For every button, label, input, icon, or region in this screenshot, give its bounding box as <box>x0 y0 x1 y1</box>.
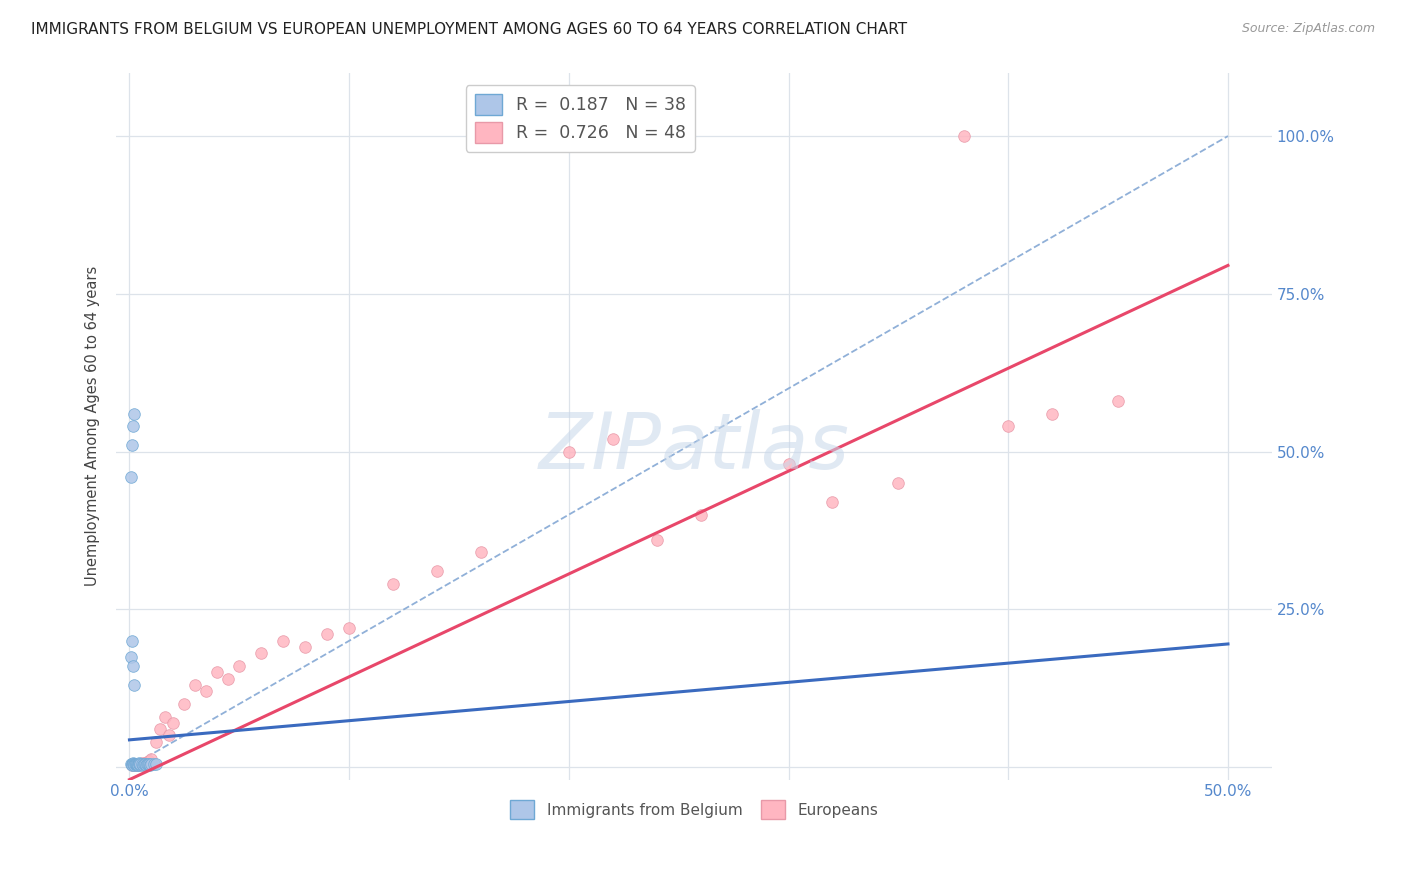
Point <box>128 756 150 771</box>
Point <box>121 419 143 434</box>
Point <box>124 756 146 771</box>
Point <box>207 665 229 680</box>
Point <box>1107 394 1129 409</box>
Point <box>145 757 167 772</box>
Point <box>129 756 152 771</box>
Point <box>136 757 159 772</box>
Point <box>127 757 149 772</box>
Point <box>470 545 492 559</box>
Point <box>821 495 844 509</box>
Point <box>134 756 156 771</box>
Point <box>778 457 800 471</box>
Point <box>121 633 143 648</box>
Point <box>157 728 180 742</box>
Point <box>142 756 165 771</box>
Point <box>134 756 156 771</box>
Point <box>120 649 142 664</box>
Point <box>689 508 711 522</box>
Point <box>125 758 148 772</box>
Point <box>887 476 910 491</box>
Point <box>138 754 160 768</box>
Point <box>129 758 152 772</box>
Point <box>149 722 172 736</box>
Point <box>294 640 316 654</box>
Point <box>162 715 184 730</box>
Point <box>127 758 149 772</box>
Point <box>138 757 160 772</box>
Point <box>1040 407 1063 421</box>
Point <box>195 684 218 698</box>
Point <box>131 758 153 772</box>
Point <box>122 757 145 772</box>
Point <box>127 756 149 771</box>
Text: IMMIGRANTS FROM BELGIUM VS EUROPEAN UNEMPLOYMENT AMONG AGES 60 TO 64 YEARS CORRE: IMMIGRANTS FROM BELGIUM VS EUROPEAN UNEM… <box>31 22 907 37</box>
Legend: Immigrants from Belgium, Europeans: Immigrants from Belgium, Europeans <box>503 794 884 825</box>
Point <box>121 758 143 772</box>
Point <box>953 129 976 144</box>
Point <box>121 438 143 452</box>
Point <box>136 755 159 769</box>
Point <box>184 678 207 692</box>
Point <box>121 758 143 772</box>
Point <box>124 758 146 772</box>
Point <box>558 444 581 458</box>
Point <box>135 758 157 772</box>
Point <box>125 757 148 772</box>
Point <box>337 621 360 635</box>
Point <box>120 469 142 483</box>
Point <box>121 757 143 772</box>
Point <box>121 659 143 673</box>
Point <box>122 758 145 772</box>
Point <box>127 758 149 772</box>
Point <box>217 672 239 686</box>
Point <box>645 533 668 547</box>
Point <box>136 756 159 771</box>
Point <box>131 756 153 771</box>
Point <box>173 697 195 711</box>
Point <box>132 757 155 772</box>
Point <box>128 757 150 772</box>
Text: ZIPatlas: ZIPatlas <box>538 409 849 485</box>
Point <box>139 758 162 772</box>
Point <box>141 752 163 766</box>
Point <box>131 757 153 772</box>
Point <box>141 757 163 772</box>
Point <box>426 565 449 579</box>
Point <box>132 757 155 772</box>
Point <box>228 659 250 673</box>
Point <box>120 757 142 772</box>
Point <box>153 709 176 723</box>
Point <box>997 419 1019 434</box>
Point <box>121 756 143 771</box>
Point <box>122 757 145 772</box>
Point <box>124 756 146 771</box>
Point <box>122 678 145 692</box>
Point <box>125 757 148 772</box>
Point <box>128 757 150 772</box>
Point <box>129 756 152 771</box>
Point <box>145 735 167 749</box>
Point <box>122 756 145 771</box>
Point <box>124 758 146 772</box>
Point <box>131 756 153 771</box>
Point <box>250 647 273 661</box>
Point <box>382 577 405 591</box>
Point <box>316 627 339 641</box>
Point <box>124 757 146 772</box>
Point <box>121 756 143 771</box>
Text: Source: ZipAtlas.com: Source: ZipAtlas.com <box>1241 22 1375 36</box>
Point <box>127 756 149 771</box>
Y-axis label: Unemployment Among Ages 60 to 64 years: Unemployment Among Ages 60 to 64 years <box>86 266 100 586</box>
Point <box>271 633 294 648</box>
Point <box>122 407 145 421</box>
Point <box>602 432 624 446</box>
